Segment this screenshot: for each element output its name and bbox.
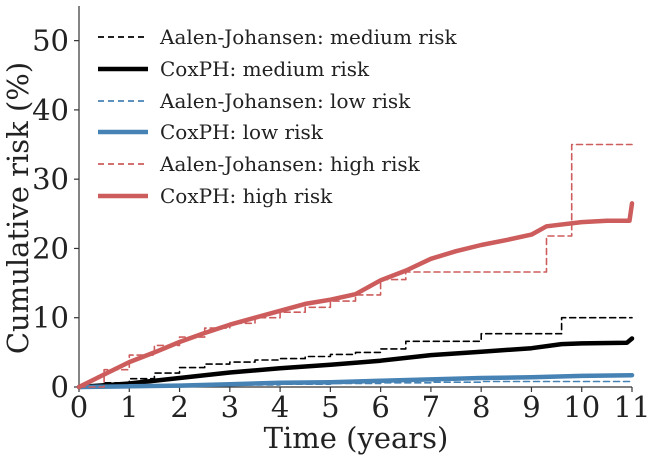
series-line-1	[78, 316, 633, 388]
y-tick-label: 40	[32, 93, 69, 127]
y-axis-title: Cumulative risk (%)	[1, 62, 35, 354]
x-tick-label: 4	[271, 390, 289, 424]
series-line-5	[78, 143, 633, 388]
legend-label-2: CoxPH: medium risk	[160, 57, 370, 81]
series-line-6	[76, 201, 635, 390]
legend-label-6: CoxPH: high risk	[160, 184, 333, 208]
y-tick-label: 50	[32, 24, 69, 58]
x-tick-label: 2	[170, 390, 188, 424]
y-tick-label: 20	[32, 231, 69, 265]
x-tick-label: 5	[321, 390, 339, 424]
legend-label-3: Aalen-Johansen: low risk	[159, 89, 411, 113]
x-tick-label: 10	[563, 390, 600, 424]
x-tick-label: 6	[371, 390, 389, 424]
x-tick-label: 1	[120, 390, 138, 424]
y-tick-label: 10	[32, 301, 69, 335]
series-lines	[76, 143, 635, 390]
y-tick-label: 30	[32, 162, 69, 196]
x-tick-label: 9	[522, 390, 540, 424]
legend-label-4: CoxPH: low risk	[160, 120, 324, 144]
series-line-4	[76, 372, 635, 390]
y-tick-label: 0	[51, 370, 69, 404]
legend-label-1: Aalen-Johansen: medium risk	[159, 25, 457, 49]
series-line-2	[76, 336, 635, 390]
x-tick-label: 7	[422, 390, 440, 424]
legend: Aalen-Johansen: medium risk CoxPH: mediu…	[98, 25, 457, 208]
x-tick-label: 3	[221, 390, 239, 424]
x-tick-label: 0	[70, 390, 88, 424]
legend-label-5: Aalen-Johansen: high risk	[159, 152, 421, 176]
x-tick-label: 11	[614, 390, 651, 424]
x-tick-label: 8	[472, 390, 490, 424]
x-axis-title: Time (years)	[264, 421, 449, 455]
